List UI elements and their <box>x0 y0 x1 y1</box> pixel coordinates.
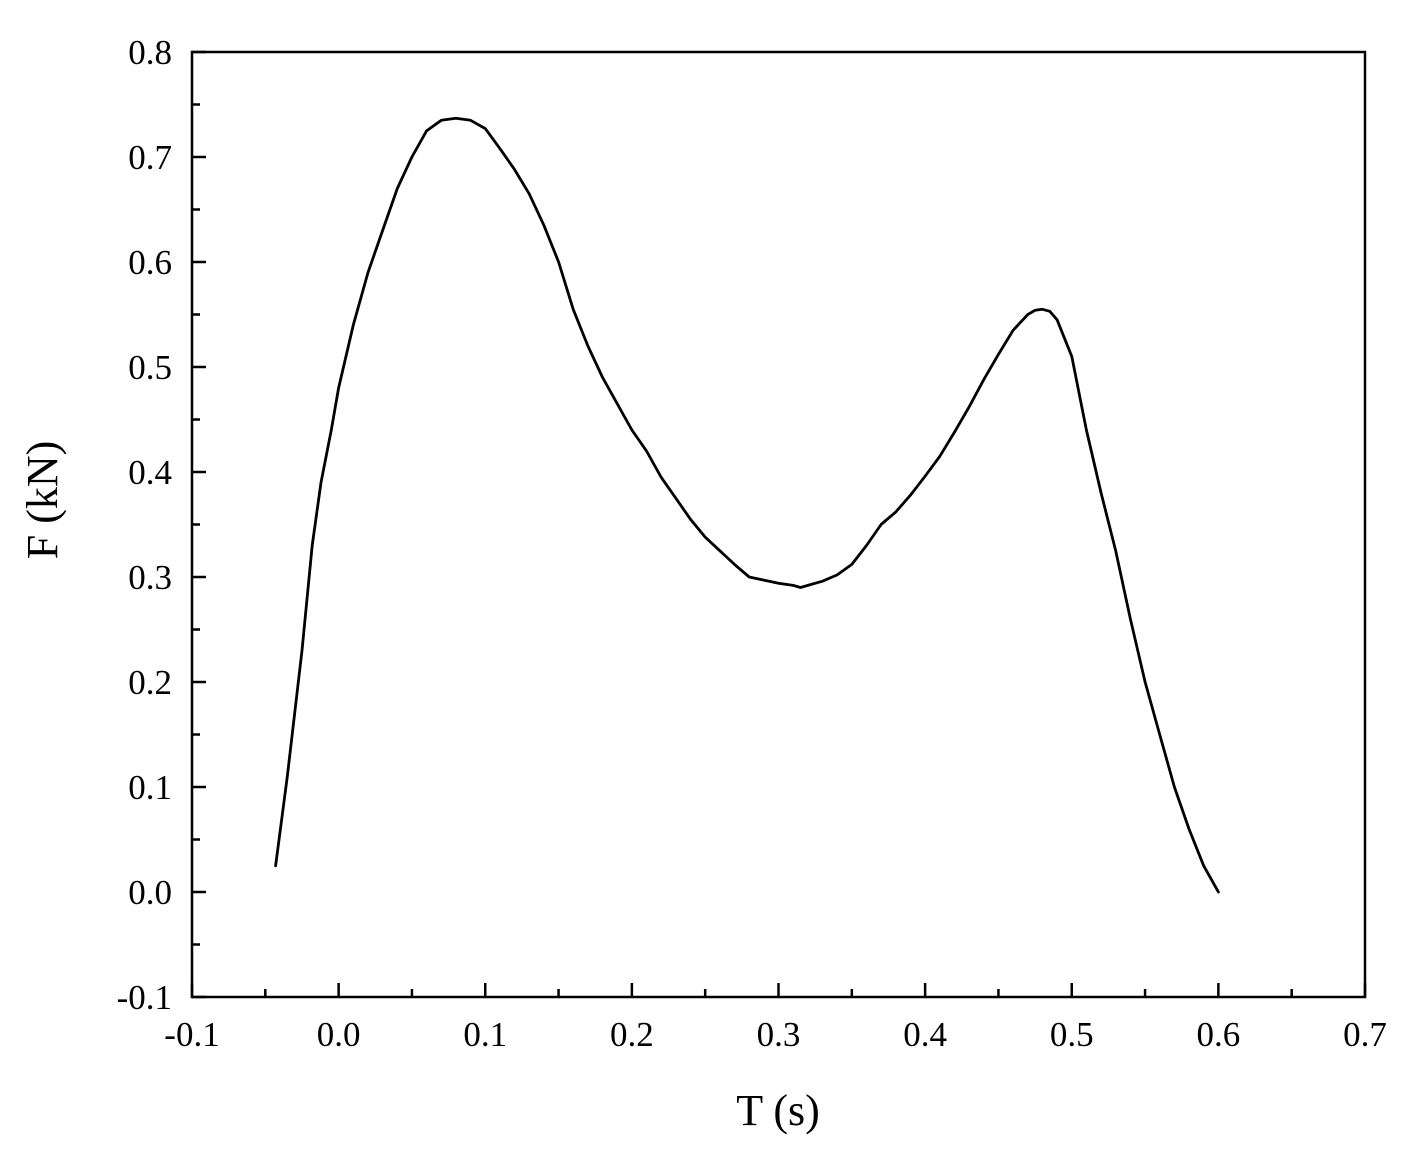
y-tick-label: 0.5 <box>128 348 172 387</box>
x-tick-label: 0.3 <box>757 1015 801 1054</box>
plot-frame <box>190 50 1367 999</box>
y-tick-label: 0.8 <box>128 33 172 72</box>
y-tick-label: 0.4 <box>128 453 172 492</box>
x-tick-label: 0.2 <box>610 1015 654 1054</box>
x-tick-label: 0.7 <box>1343 1015 1387 1054</box>
x-tick-label: 0.6 <box>1197 1015 1241 1054</box>
tick-marks <box>190 50 1367 999</box>
y-tick-label: 0.3 <box>128 558 172 597</box>
y-tick-label: 0.2 <box>128 663 172 702</box>
y-tick-label: 0.6 <box>128 243 172 282</box>
x-tick-labels: -0.1 0.0 0.1 0.2 0.3 0.4 0.5 0.6 0.7 <box>164 1015 1387 1054</box>
y-tick-label: 0.0 <box>128 873 172 912</box>
force-curve <box>274 116 1220 894</box>
x-tick-label: 0.1 <box>463 1015 507 1054</box>
x-tick-label: -0.1 <box>164 1015 219 1054</box>
y-tick-labels: -0.1 0.0 0.1 0.2 0.3 0.4 0.5 0.6 0.7 0.8 <box>117 33 172 1017</box>
x-tick-label: 0.4 <box>903 1015 947 1054</box>
x-axis-title: T (s) <box>736 1086 820 1135</box>
x-tick-label: 0.5 <box>1050 1015 1094 1054</box>
y-tick-label: 0.1 <box>128 768 172 807</box>
x-tick-label: 0.0 <box>317 1015 361 1054</box>
y-tick-label: -0.1 <box>117 978 172 1017</box>
y-axis-title: F (kN) <box>18 441 67 560</box>
y-tick-label: 0.7 <box>128 138 172 177</box>
